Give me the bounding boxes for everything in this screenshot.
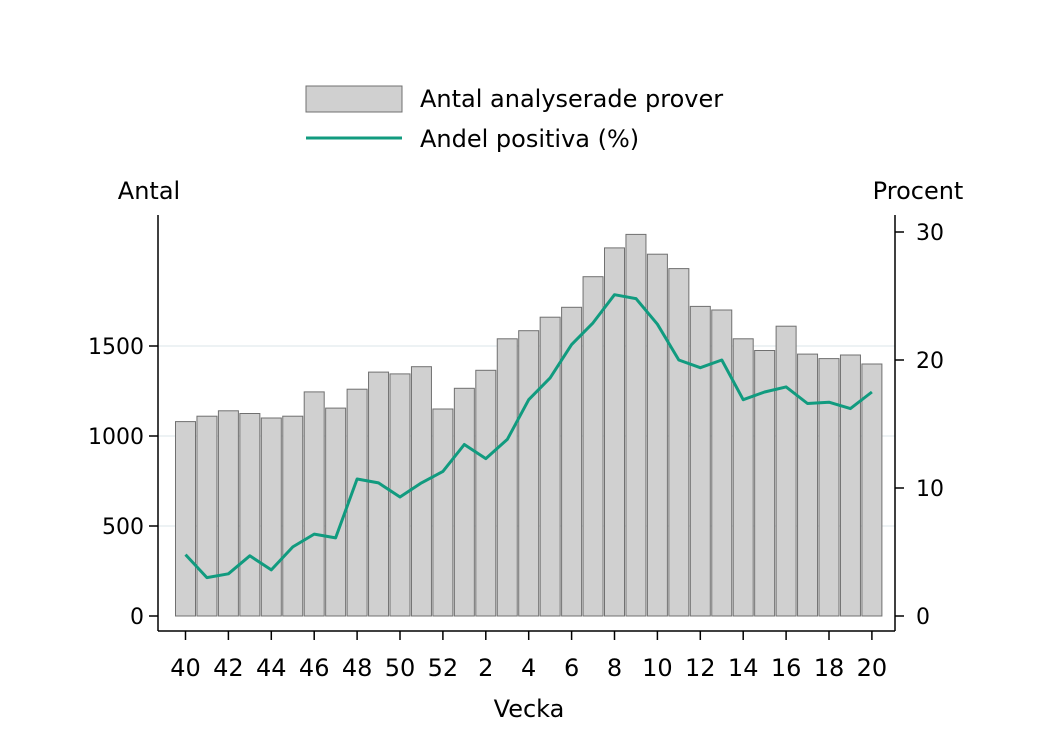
x-tick-label: 18 [814, 654, 845, 682]
bar [325, 407, 347, 617]
bar [839, 354, 861, 617]
x-tick-label: 6 [564, 654, 579, 682]
bar [389, 373, 411, 617]
bar [453, 387, 475, 617]
x-tick-label: 10 [642, 654, 673, 682]
bar [646, 253, 668, 617]
x-tick-label: 20 [857, 654, 888, 682]
bar [217, 410, 239, 617]
bar [861, 363, 883, 617]
bar-series [175, 233, 883, 617]
legend: Antal analyserade prover Andel positiva … [305, 85, 723, 153]
bar [689, 305, 711, 617]
bar [303, 391, 325, 617]
bar [346, 388, 368, 617]
x-tick-label: 16 [771, 654, 802, 682]
bar [175, 421, 196, 617]
left-tick-label: 1500 [88, 335, 144, 360]
bar [604, 247, 625, 617]
bar [260, 417, 282, 617]
bar [196, 415, 218, 617]
x-tick-label: 14 [728, 654, 759, 682]
bar [518, 330, 540, 617]
bar [539, 316, 561, 617]
x-tick-label: 12 [685, 654, 716, 682]
bar [754, 350, 776, 617]
bar [432, 408, 454, 617]
bar [410, 366, 432, 617]
left-tick-label: 1000 [88, 425, 144, 450]
bar [625, 233, 647, 617]
x-axis-title: Vecka [494, 695, 565, 723]
bar [496, 338, 518, 617]
bar [582, 276, 604, 617]
bar [797, 353, 819, 617]
legend-label-line: Andel positiva (%) [420, 125, 639, 153]
line-series [184, 293, 873, 580]
bar [775, 325, 797, 617]
x-tick-label: 8 [607, 654, 622, 682]
legend-label-bars: Antal analyserade prover [420, 85, 723, 113]
left-axis-title: Antal [118, 177, 180, 205]
right-tick-label: 20 [916, 349, 944, 374]
x-tick-label: 2 [478, 654, 493, 682]
right-tick-label: 0 [916, 605, 930, 630]
x-tick-label: 46 [299, 654, 330, 682]
bar [668, 268, 690, 617]
bar [239, 413, 261, 617]
bar [732, 338, 754, 617]
line-path [184, 293, 873, 580]
x-tick-label: 4 [521, 654, 536, 682]
x-tick-label: 48 [342, 654, 373, 682]
bar [368, 371, 390, 617]
right-tick-label: 30 [916, 221, 944, 246]
x-tick-label: 50 [385, 654, 416, 682]
x-tick-label: 40 [170, 654, 201, 682]
bar [475, 369, 497, 617]
bar [818, 358, 840, 617]
x-tick-label: 42 [213, 654, 244, 682]
axes [157, 215, 896, 632]
left-tick-label: 500 [102, 515, 144, 540]
x-tick-label: 52 [428, 654, 459, 682]
left-tick-label: 0 [130, 605, 144, 630]
bar [561, 306, 583, 617]
bar [282, 415, 304, 617]
right-tick-label: 10 [916, 477, 944, 502]
right-axis-title: Procent [873, 177, 964, 205]
bar [711, 309, 733, 617]
legend-bar-swatch [305, 85, 403, 113]
x-tick-label: 44 [256, 654, 287, 682]
